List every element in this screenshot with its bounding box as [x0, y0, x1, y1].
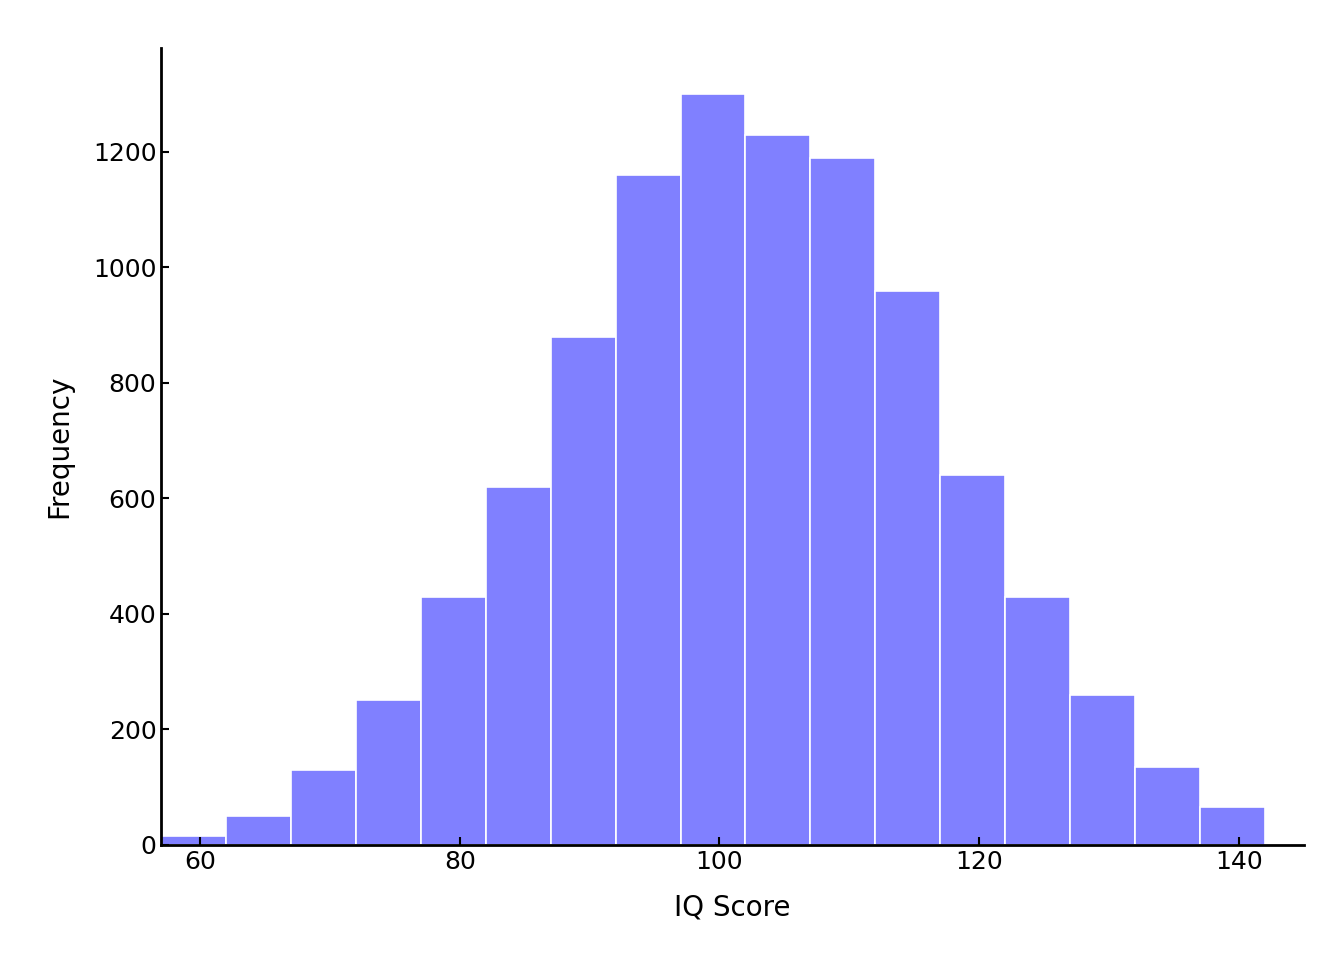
- Bar: [485, 487, 551, 845]
- Bar: [421, 596, 485, 845]
- Bar: [551, 337, 616, 845]
- Bar: [1070, 695, 1134, 845]
- X-axis label: IQ Score: IQ Score: [675, 893, 790, 921]
- Bar: [1005, 596, 1070, 845]
- Bar: [356, 701, 421, 845]
- Bar: [810, 157, 875, 845]
- Bar: [161, 836, 226, 845]
- Bar: [941, 475, 1005, 845]
- Bar: [226, 816, 292, 845]
- Bar: [1200, 807, 1265, 845]
- Bar: [680, 94, 746, 845]
- Bar: [746, 134, 810, 845]
- Bar: [292, 770, 356, 845]
- Bar: [616, 175, 680, 845]
- Y-axis label: Frequency: Frequency: [46, 374, 74, 518]
- Bar: [1134, 767, 1200, 845]
- Bar: [875, 291, 941, 845]
